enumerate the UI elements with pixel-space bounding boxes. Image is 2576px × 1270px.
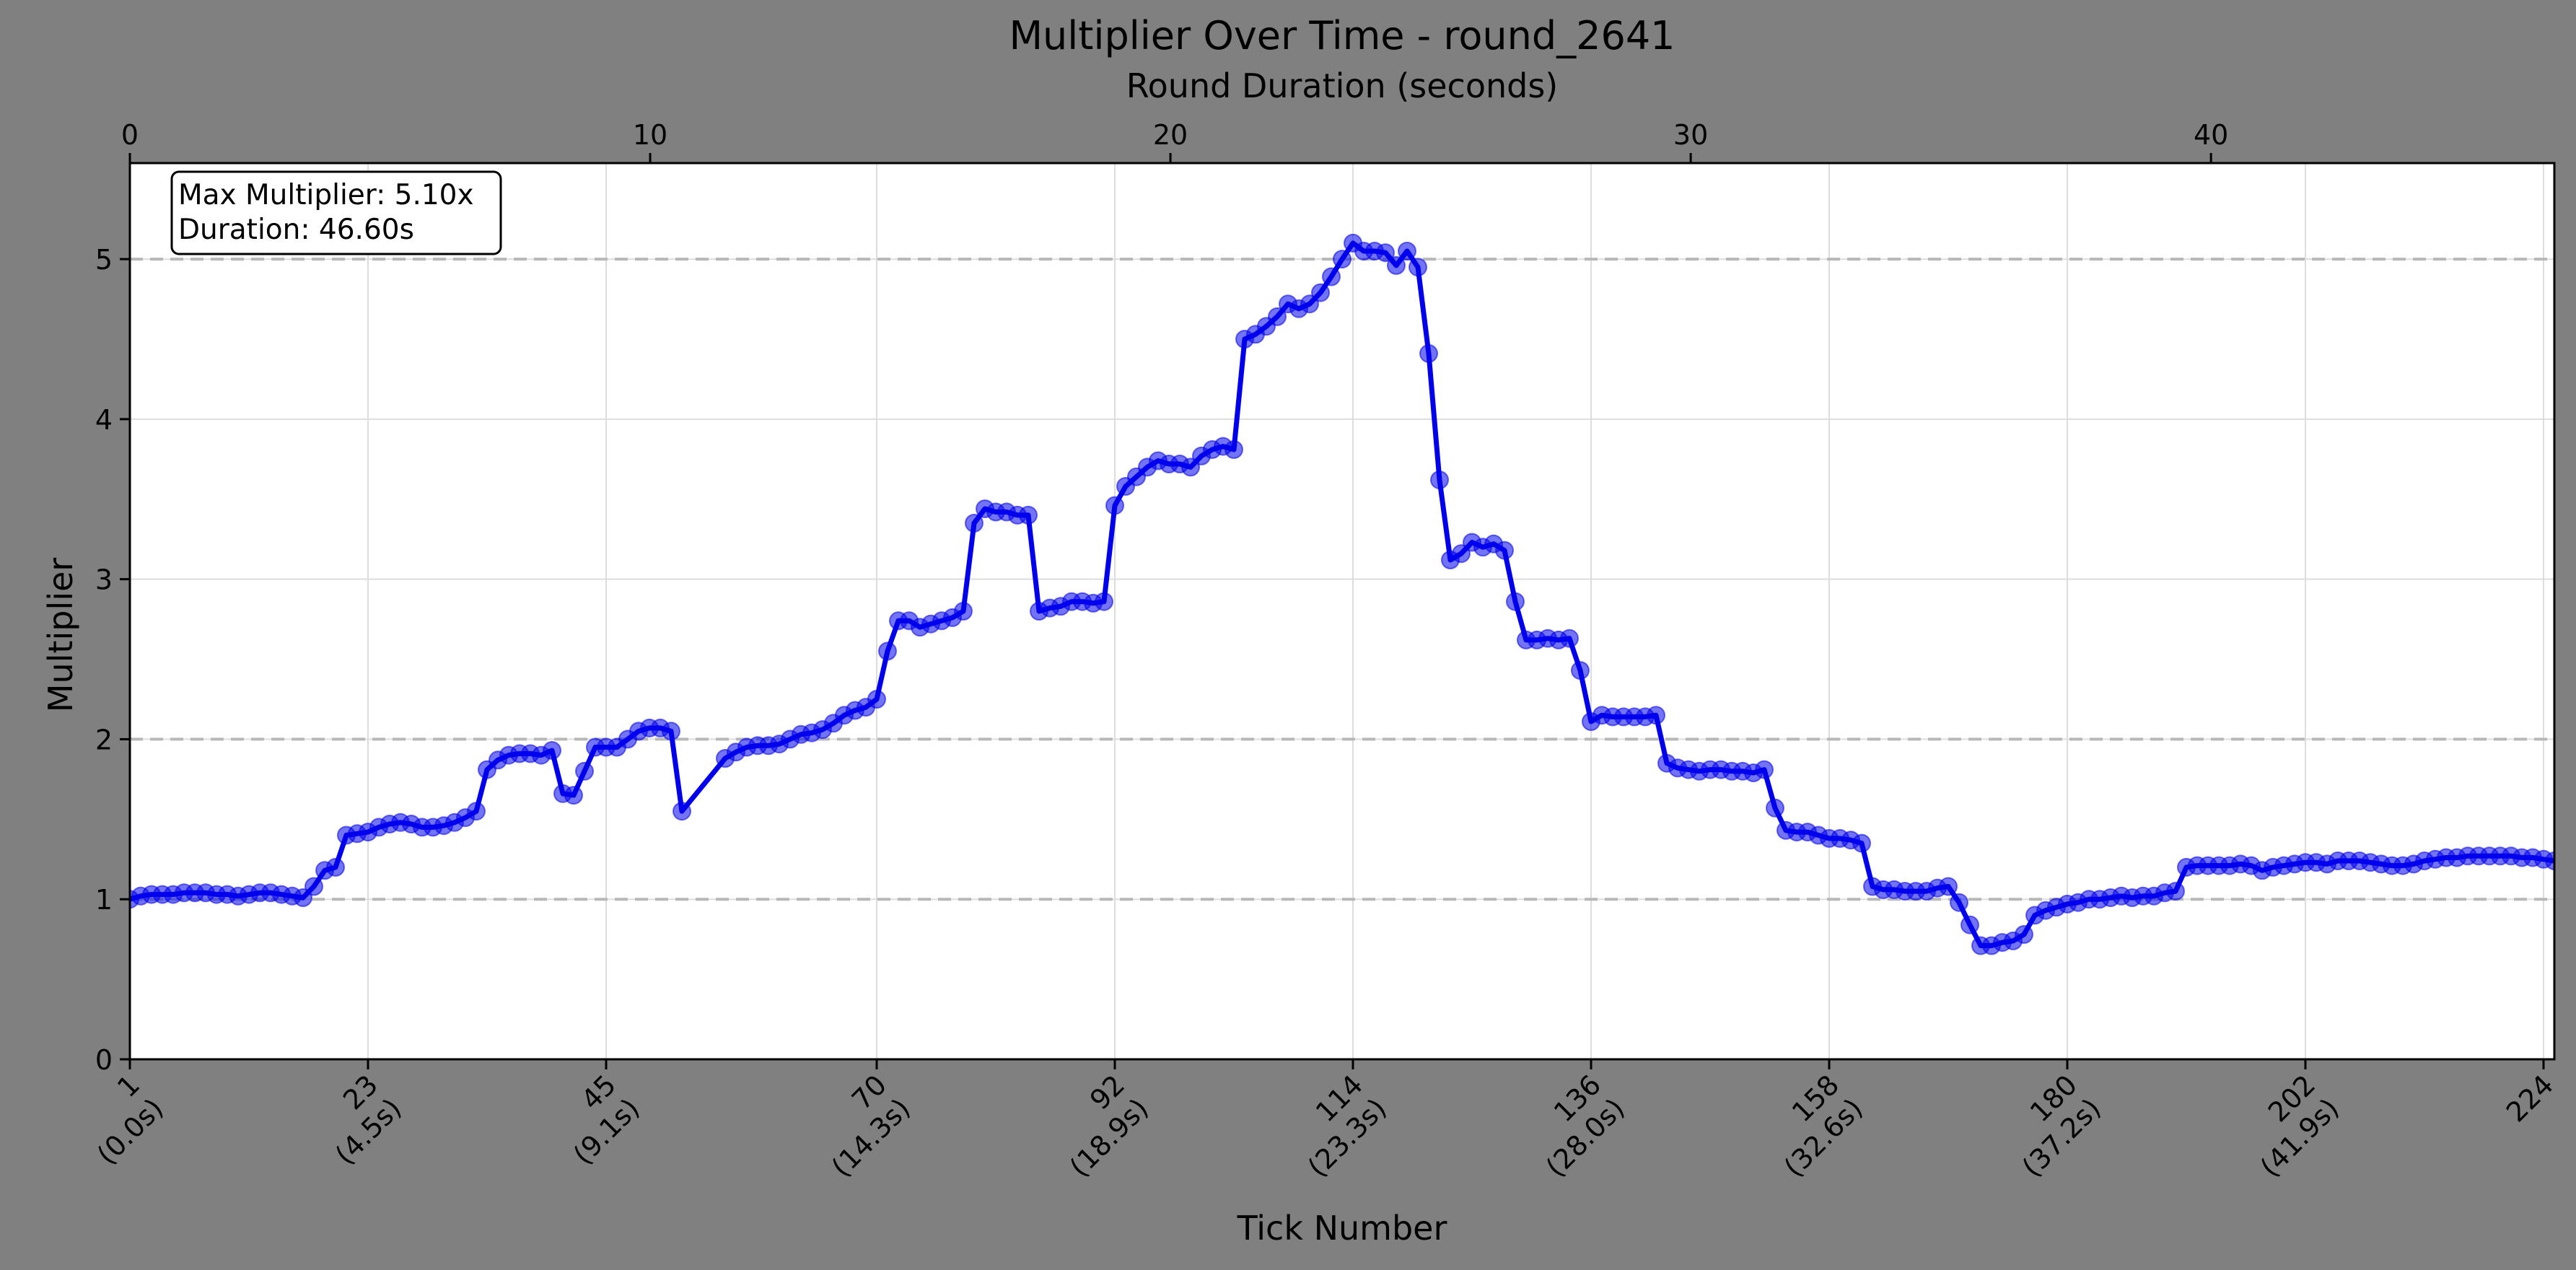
data-point xyxy=(1430,470,1449,490)
data-point xyxy=(543,741,561,760)
top-axis-label: Round Duration (seconds) xyxy=(1126,66,1559,105)
x-tick-label: 224 xyxy=(2500,1069,2559,1128)
data-point xyxy=(1452,544,1471,564)
y-tick-label: 2 xyxy=(95,724,113,756)
data-point xyxy=(467,802,486,821)
data-point xyxy=(1019,505,1038,525)
data-point xyxy=(1495,540,1514,560)
x-axis-label: Tick Number xyxy=(1237,1209,1447,1248)
y-axis-label: Multiplier xyxy=(41,558,80,713)
x-tick-label: 92(18.9s) xyxy=(1064,1069,1155,1183)
data-point xyxy=(1300,294,1319,314)
data-point xyxy=(1852,833,1871,853)
y-tick-label: 0 xyxy=(95,1044,113,1076)
x-tick-label: 70(14.3s) xyxy=(825,1069,916,1183)
y-tick-label: 3 xyxy=(95,564,113,596)
data-point xyxy=(1311,283,1330,302)
data-point xyxy=(1419,343,1438,363)
max-multiplier-label: Max Multiplier: 5.10x xyxy=(178,179,474,211)
data-point xyxy=(564,786,583,805)
data-point xyxy=(326,857,345,877)
data-point xyxy=(1560,629,1579,648)
x-tick-label: 1(0.0s) xyxy=(91,1069,170,1171)
data-point xyxy=(1333,250,1351,269)
data-point xyxy=(305,877,323,896)
top-tick-label: 40 xyxy=(2194,119,2228,151)
data-point xyxy=(575,761,594,781)
x-tick-label: 114(23.3s) xyxy=(1302,1069,1393,1183)
y-tick-label: 1 xyxy=(95,884,113,916)
y-tick-label: 5 xyxy=(95,244,113,276)
y-tick-label: 4 xyxy=(95,404,113,436)
data-point xyxy=(2166,882,2185,901)
data-point xyxy=(2545,851,2554,870)
data-point xyxy=(673,802,691,821)
x-tick-label: 23(4.5s) xyxy=(329,1069,408,1170)
x-tick-label: 202(41.9s) xyxy=(2254,1069,2345,1183)
data-point xyxy=(1755,760,1774,779)
data-point xyxy=(1268,307,1287,326)
chart-title: Multiplier Over Time - round_2641 xyxy=(1009,13,1675,58)
x-tick-label: 158(32.6s) xyxy=(1778,1069,1869,1183)
x-tick-number: 224 xyxy=(2500,1069,2559,1128)
top-tick-label: 30 xyxy=(1673,119,1708,151)
top-tick-label: 0 xyxy=(121,119,139,151)
duration-label: Duration: 46.60s xyxy=(178,214,414,246)
data-point xyxy=(1766,798,1784,818)
data-point xyxy=(1398,242,1416,260)
x-tick-label: 136(28.0s) xyxy=(1540,1069,1631,1183)
data-point xyxy=(1939,877,1958,896)
data-point xyxy=(1506,592,1525,611)
top-tick-label: 10 xyxy=(633,119,667,151)
data-point xyxy=(1095,592,1113,611)
plot-area xyxy=(130,163,2554,1059)
data-point xyxy=(294,888,312,907)
data-point xyxy=(965,514,983,533)
data-point xyxy=(1409,258,1427,277)
data-point xyxy=(662,722,680,741)
data-point xyxy=(1322,267,1341,286)
data-point xyxy=(1181,457,1200,477)
x-tick-label: 180(37.2s) xyxy=(2016,1069,2107,1183)
data-point xyxy=(1571,661,1590,680)
data-point xyxy=(1225,440,1243,459)
top-tick-label: 20 xyxy=(1153,119,1188,151)
data-point xyxy=(1961,915,1979,934)
plot-frame xyxy=(128,162,2556,1061)
data-point xyxy=(1387,255,1406,275)
data-point xyxy=(1647,706,1665,725)
data-point xyxy=(1376,243,1395,263)
annotation-box: Max Multiplier: 5.10x Duration: 46.60s xyxy=(170,170,502,255)
data-point xyxy=(1950,893,1968,912)
data-points xyxy=(130,233,2554,955)
data-point xyxy=(954,602,973,621)
x-tick-seconds: (0.0s) xyxy=(91,1092,170,1171)
data-point xyxy=(2015,925,2033,944)
data-point xyxy=(878,641,897,661)
x-tick-label: 45(9.1s) xyxy=(567,1069,646,1170)
data-point xyxy=(1105,496,1124,515)
data-point xyxy=(867,690,886,709)
